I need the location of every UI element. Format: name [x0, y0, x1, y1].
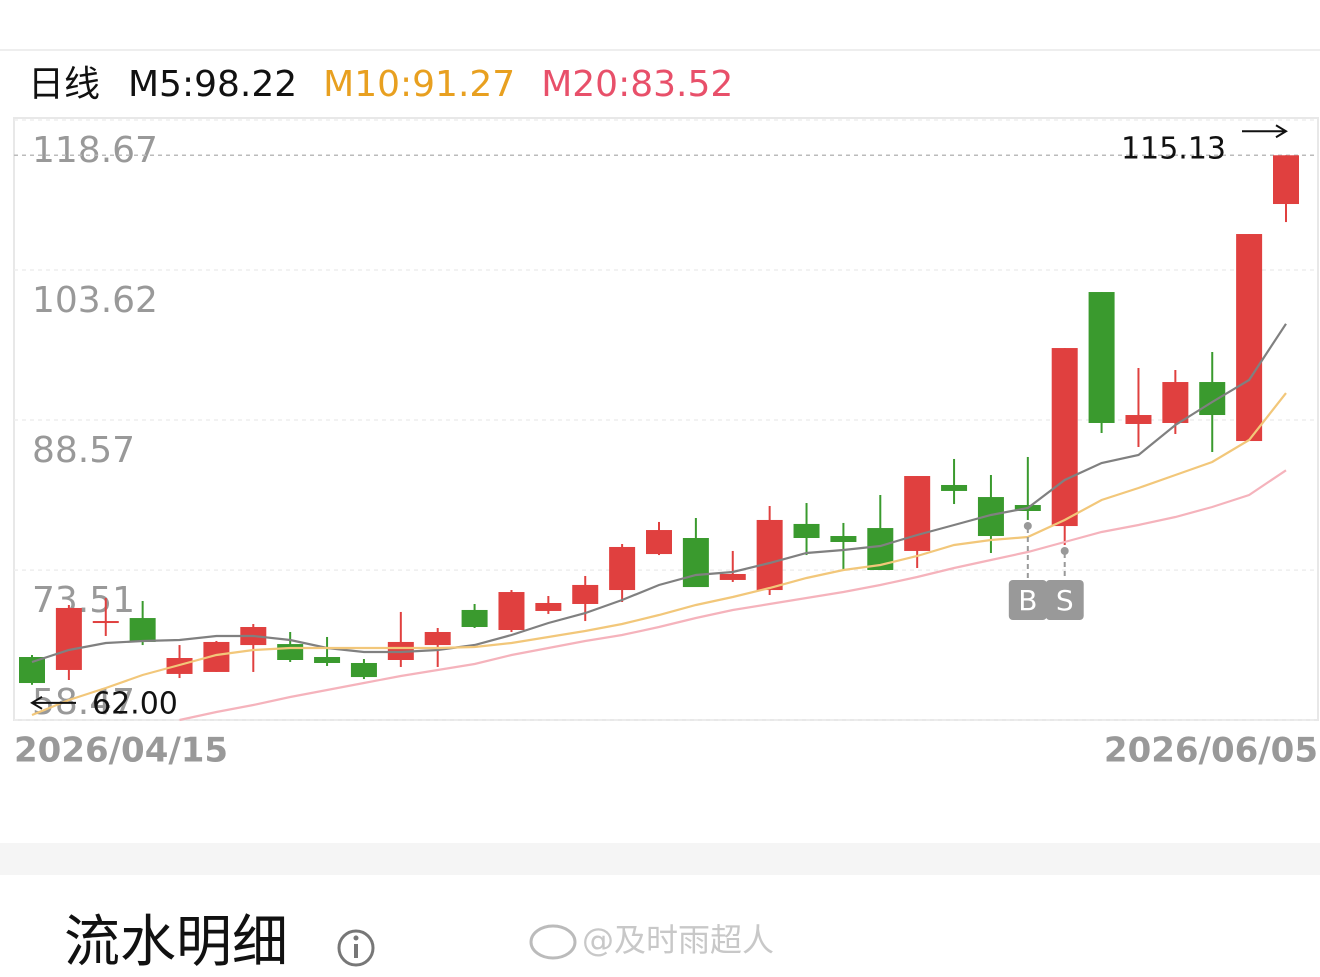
candle-body: [1236, 234, 1263, 442]
candle-body: [277, 644, 304, 660]
candle-body: [1162, 382, 1189, 423]
section-title: 流水明细: [64, 910, 288, 973]
marker-label: S: [1056, 584, 1074, 617]
candle-body: [1199, 382, 1226, 416]
section-band: [0, 843, 1320, 875]
y-tick-label: 88.57: [32, 430, 135, 471]
min-arrow: [30, 695, 76, 710]
info-icon-dot: [353, 935, 359, 941]
candle-body: [1273, 155, 1299, 205]
legend-entry: M5:98.22: [128, 64, 297, 105]
candle-body: [793, 523, 820, 539]
candle-body: [55, 607, 82, 670]
candle-body: [350, 662, 377, 678]
y-tick-label: 118.67: [32, 130, 158, 171]
candle-body: [461, 609, 488, 628]
candle-body: [609, 546, 636, 591]
candle-body: [129, 618, 156, 642]
watermark: @及时雨超人: [582, 921, 774, 959]
min-label: 62.00: [92, 686, 178, 721]
candle-body: [498, 592, 525, 630]
legend-entry: M10:91.27: [323, 64, 515, 105]
candle-body: [92, 621, 119, 624]
candle-body: [572, 584, 599, 604]
candle-body: [756, 519, 783, 591]
legend: M5:98.22 M10:91.27 M20:83.52: [128, 64, 733, 105]
max-label: 115.13: [1121, 132, 1226, 167]
y-tick-label: 103.62: [32, 280, 158, 321]
candle-body: [1051, 348, 1078, 527]
marker-dot: [1060, 546, 1069, 555]
candle-body: [314, 657, 341, 663]
plot-frame: [13, 117, 1319, 721]
watermark-logo: [529, 924, 577, 960]
x-tick-label: 2026/06/05: [1104, 731, 1318, 771]
ma-line: [31, 323, 1287, 664]
marker-box: [1045, 580, 1084, 620]
candle-body: [535, 602, 562, 611]
max-arrow: [1242, 124, 1288, 139]
ma-line: [179, 469, 1287, 722]
candle-body: [904, 476, 931, 551]
x-tick-label: 2026/04/15: [14, 731, 228, 771]
ma-line: [31, 392, 1287, 717]
candle-body: [1088, 292, 1115, 423]
legend-entry: M20:83.52: [541, 64, 733, 105]
candle-body: [682, 538, 709, 588]
period-label: 日线: [28, 64, 100, 105]
candle-body: [719, 573, 746, 580]
candle-body: [646, 530, 672, 555]
marker-dot: [1023, 521, 1032, 530]
candle-body: [424, 631, 451, 646]
info-icon[interactable]: [337, 929, 375, 967]
y-tick-label: 73.51: [32, 580, 135, 621]
marker-label: B: [1018, 584, 1037, 617]
candle-body: [941, 484, 968, 491]
candle-body: [830, 536, 857, 542]
candle-body: [1125, 415, 1152, 424]
marker-box: [1008, 580, 1047, 620]
